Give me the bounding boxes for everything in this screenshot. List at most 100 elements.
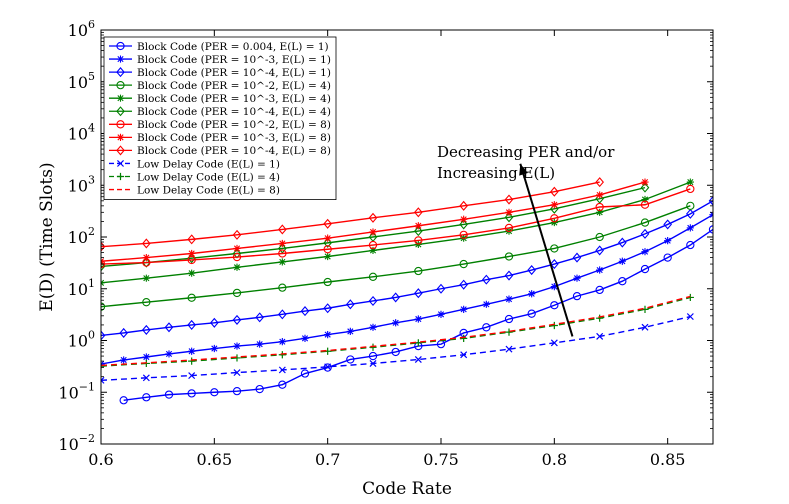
data-point bbox=[460, 351, 468, 359]
x-axis-label: Code Rate bbox=[362, 479, 452, 499]
legend-label: Block Code (PER = 10^-3, E(L) = 4) bbox=[137, 93, 331, 105]
data-point bbox=[640, 264, 650, 274]
data-point bbox=[188, 357, 196, 365]
x-tick-label: 0.65 bbox=[197, 450, 233, 469]
data-point bbox=[618, 277, 627, 286]
data-point bbox=[550, 186, 559, 197]
data-point bbox=[640, 200, 650, 209]
data-point bbox=[459, 259, 468, 269]
series-layer bbox=[101, 177, 713, 405]
data-point bbox=[233, 244, 241, 253]
data-point bbox=[187, 389, 196, 398]
data-point bbox=[686, 240, 695, 250]
data-point bbox=[142, 257, 151, 268]
legend-label: Block Code (PER = 10^-4, E(L) = 8) bbox=[137, 145, 331, 157]
y-tick-label: 100 bbox=[68, 329, 95, 351]
series-4 bbox=[101, 201, 695, 311]
series-6 bbox=[101, 182, 650, 272]
data-point bbox=[460, 215, 468, 223]
series-line bbox=[101, 186, 646, 268]
data-point bbox=[323, 303, 332, 314]
series-line bbox=[101, 295, 691, 367]
data-point bbox=[550, 321, 558, 330]
legend-item: Block Code (PER = 10^-3, E(L) = 4) bbox=[109, 93, 331, 105]
series-line bbox=[101, 200, 713, 337]
x-tick-label: 0.85 bbox=[650, 450, 686, 469]
data-point bbox=[255, 312, 264, 323]
data-point bbox=[278, 224, 287, 235]
data-point bbox=[663, 253, 672, 262]
data-point bbox=[504, 194, 514, 205]
data-point bbox=[414, 266, 423, 276]
data-point bbox=[618, 257, 626, 265]
x-tick-label: 0.75 bbox=[423, 450, 459, 469]
legend-label: Low Delay Code (E(L) = 1) bbox=[137, 158, 280, 170]
data-point bbox=[459, 230, 468, 240]
data-point bbox=[164, 322, 174, 333]
data-point bbox=[505, 295, 513, 303]
data-point bbox=[278, 283, 287, 292]
y-tick-label: 10−1 bbox=[58, 380, 95, 402]
data-point bbox=[142, 353, 150, 361]
legend-item: Block Code (PER = 10^-2, E(L) = 8) bbox=[109, 119, 331, 131]
data-point bbox=[550, 218, 558, 227]
data-point bbox=[550, 244, 559, 253]
data-point bbox=[550, 301, 559, 310]
annotation: Decreasing PER and/or Increasing E(L) bbox=[437, 143, 615, 337]
data-point bbox=[550, 259, 559, 270]
annotation-arrow-head bbox=[519, 163, 528, 176]
data-point bbox=[323, 218, 332, 229]
data-point bbox=[505, 345, 513, 353]
legend-box bbox=[103, 36, 337, 201]
data-point bbox=[482, 300, 490, 308]
data-point bbox=[187, 293, 196, 302]
series-line bbox=[101, 188, 691, 265]
data-point bbox=[120, 356, 128, 364]
data-point bbox=[233, 354, 241, 362]
legend-label: Block Code (PER = 10^-2, E(L) = 8) bbox=[137, 119, 331, 131]
legend-marker bbox=[116, 172, 125, 181]
data-point bbox=[232, 314, 242, 325]
data-point bbox=[391, 347, 400, 357]
legend-marker bbox=[116, 145, 125, 156]
data-point bbox=[142, 324, 151, 335]
data-point bbox=[640, 228, 650, 239]
data-point bbox=[278, 309, 287, 320]
data-point bbox=[323, 277, 332, 287]
y-axis-label: E(D) (Time Slots) bbox=[37, 162, 57, 311]
data-point bbox=[550, 201, 558, 209]
data-point bbox=[164, 390, 174, 399]
data-point bbox=[528, 290, 536, 298]
data-point bbox=[686, 184, 695, 194]
data-point bbox=[101, 376, 105, 384]
data-point bbox=[595, 285, 604, 295]
data-point bbox=[232, 288, 242, 298]
data-point bbox=[323, 245, 332, 254]
data-point bbox=[482, 323, 491, 332]
data-point bbox=[101, 330, 106, 341]
legend-marker bbox=[116, 106, 125, 117]
data-point bbox=[595, 245, 604, 256]
data-point bbox=[414, 207, 423, 218]
data-point bbox=[482, 274, 491, 285]
legend-marker bbox=[117, 159, 124, 167]
legend-marker bbox=[116, 81, 125, 90]
data-point bbox=[101, 362, 105, 370]
data-point bbox=[686, 201, 695, 210]
data-point bbox=[142, 393, 151, 402]
data-point bbox=[142, 274, 150, 282]
data-point bbox=[504, 252, 514, 261]
legend-marker bbox=[116, 55, 125, 63]
y-tick-label: 103 bbox=[68, 173, 95, 195]
legend-label: Block Code (PER = 10^-2, E(L) = 4) bbox=[137, 80, 331, 92]
data-point bbox=[572, 291, 582, 301]
data-point bbox=[618, 237, 627, 248]
legend-item: Low Delay Code (E(L) = 8) bbox=[109, 184, 280, 196]
y-tick-label: 104 bbox=[68, 122, 95, 144]
data-point bbox=[368, 272, 378, 281]
data-point bbox=[596, 191, 604, 199]
data-point bbox=[686, 208, 695, 219]
series-11 bbox=[101, 293, 694, 370]
data-point bbox=[369, 228, 377, 236]
